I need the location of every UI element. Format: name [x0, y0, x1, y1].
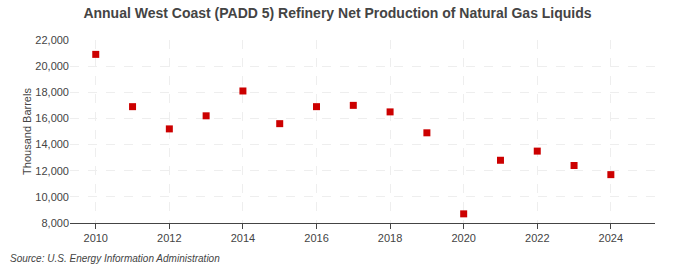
svg-text:22,000: 22,000: [35, 34, 69, 46]
svg-text:Source: U.S. Energy Informatio: Source: U.S. Energy Information Administ…: [10, 253, 220, 264]
svg-text:16,000: 16,000: [35, 112, 69, 124]
svg-text:2012: 2012: [157, 232, 181, 244]
svg-text:Annual West Coast (PADD 5) Ref: Annual West Coast (PADD 5) Refinery Net …: [83, 5, 591, 21]
svg-text:2014: 2014: [231, 232, 255, 244]
svg-text:10,000: 10,000: [35, 191, 69, 203]
svg-text:14,000: 14,000: [35, 138, 69, 150]
svg-text:Thousand Barrels: Thousand Barrels: [21, 88, 33, 175]
svg-text:18,000: 18,000: [35, 86, 69, 98]
svg-text:12,000: 12,000: [35, 165, 69, 177]
svg-text:20,000: 20,000: [35, 60, 69, 72]
svg-text:2010: 2010: [84, 232, 108, 244]
svg-text:2022: 2022: [525, 232, 549, 244]
svg-text:2018: 2018: [378, 232, 402, 244]
svg-text:8,000: 8,000: [41, 217, 69, 229]
svg-text:2016: 2016: [304, 232, 328, 244]
svg-text:2020: 2020: [451, 232, 475, 244]
svg-text:2024: 2024: [599, 232, 623, 244]
